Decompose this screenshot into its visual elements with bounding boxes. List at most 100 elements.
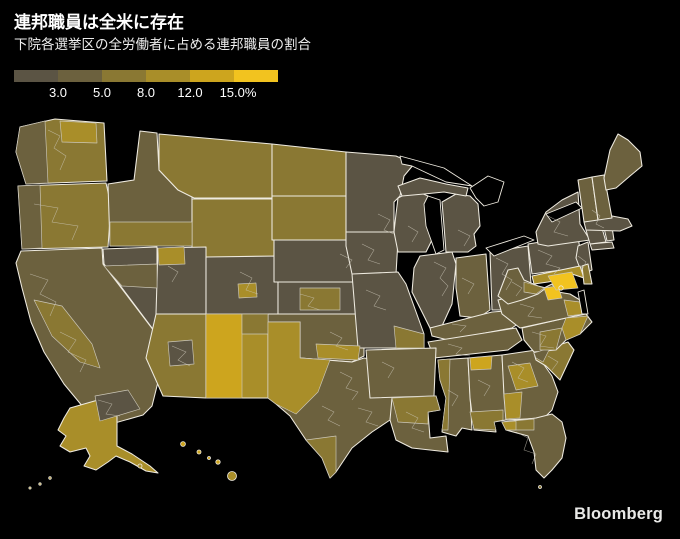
district-boundary-line (239, 271, 259, 295)
district-OR-coast (17, 184, 43, 250)
district-boundary-line (515, 431, 537, 465)
district-AZ-phoenix (167, 339, 195, 367)
district-NC-east (561, 315, 589, 341)
district-SD (271, 195, 347, 241)
chart-title: 連邦職員は全米に存在 (14, 13, 184, 32)
district-boundary-line (361, 243, 381, 265)
color-scale-bar (14, 69, 278, 82)
legend-segment-4 (146, 69, 190, 82)
district-boundary-line (495, 257, 513, 291)
district-HI-oahu (196, 449, 202, 455)
district-TX-south (305, 435, 337, 479)
district-WA-peninsula (59, 120, 98, 144)
district-boundary-line (405, 411, 425, 433)
chart-subtitle: 下院各選挙区の全労働者に占める連邦職員の割合 (14, 37, 311, 53)
chart-header: 連邦職員は全米に存在 下院各選挙区の全労働者に占める連邦職員の割合 3.0 5.… (14, 12, 311, 101)
legend-tick-12: 12.0 (177, 84, 203, 100)
district-MT (158, 133, 273, 199)
district-AK-aleutian-1 (48, 476, 52, 480)
lake-1 (399, 155, 473, 187)
legend-segment-3 (102, 69, 146, 82)
district-boundary-line (47, 129, 67, 171)
district-boundary-line (29, 273, 57, 317)
district-boundary-line (433, 261, 449, 297)
district-boundary-line (447, 343, 471, 357)
legend-segment-2 (58, 69, 102, 82)
lake-2 (423, 195, 445, 255)
district-AR (365, 347, 437, 399)
district-boundary-line (381, 361, 395, 379)
district-UT-north (157, 246, 186, 266)
legend-tick-5: 5.0 (92, 84, 112, 100)
legend-tick-3: 3.0 (48, 84, 68, 100)
district-boundary-line (451, 323, 467, 333)
district-boundary-line (299, 293, 321, 311)
district-HI-molokai (207, 456, 211, 460)
district-boundary-line (357, 407, 379, 427)
district-boundary-line (547, 215, 569, 237)
district-boundary-line (447, 389, 459, 407)
district-boundary-line (591, 209, 605, 229)
district-AK-kodiak (137, 463, 143, 469)
district-boundary-line (171, 345, 191, 367)
district-IL (411, 251, 457, 329)
district-MD-capital (547, 271, 579, 291)
lake-6 (577, 289, 589, 315)
district-NM-ne (241, 313, 269, 335)
legend-segment-5 (190, 69, 234, 82)
district-NH (591, 174, 613, 221)
district-WV-east (523, 281, 545, 295)
legend-segment-6 (234, 69, 278, 82)
district-GA-sw (503, 391, 523, 420)
district-boundary-line (511, 361, 529, 383)
district-GA-central (507, 362, 539, 391)
district-MS-west (437, 358, 451, 431)
district-boundary-line (461, 277, 475, 295)
district-boundary-line (339, 371, 359, 401)
district-boundary-line (339, 253, 353, 269)
legend-tick-labels: 3.0 5.0 8.0 12.0 15.0% (14, 85, 278, 101)
district-boundary-line (547, 355, 559, 371)
district-ID-south (109, 221, 193, 247)
district-LA-central (391, 395, 441, 425)
district-NC-central (539, 327, 563, 351)
color-scale-legend: 3.0 5.0 8.0 12.0 15.0% (14, 69, 278, 101)
district-WA-west (15, 120, 49, 185)
district-HI-maui (215, 459, 221, 465)
district-boundary-line (97, 399, 121, 417)
district-WV (497, 267, 547, 305)
district-boundary-line (537, 249, 561, 275)
district-boundary-line (577, 255, 587, 271)
district-boundary-line (457, 229, 471, 247)
district-MI-UP (397, 177, 469, 197)
district-boundary-line (519, 303, 543, 319)
district-TX-west (267, 321, 331, 415)
district-AK-aleutian-2 (38, 482, 42, 486)
district-FL-keys (538, 485, 542, 489)
district-MO-se (393, 325, 425, 349)
district-NM-west (205, 313, 243, 399)
district-AK (57, 399, 159, 474)
district-ND (271, 143, 347, 197)
district-DE (581, 263, 593, 285)
district-boundary-line (407, 225, 419, 243)
district-CA-central (33, 299, 101, 369)
district-boundary-line (329, 331, 349, 351)
district-boundary-line (321, 405, 341, 427)
legend-tick-8: 8.0 (136, 84, 156, 100)
district-boundary-line (477, 379, 491, 397)
lake-4 (485, 235, 535, 257)
legend-tick-15: 15.0% (219, 84, 257, 100)
district-AK-aleutian-3 (28, 486, 32, 490)
lake-5 (545, 201, 583, 223)
district-MI (441, 193, 481, 253)
district-KS-central (299, 287, 341, 311)
district-boundary-line (531, 331, 555, 349)
district-boundary-line (59, 331, 87, 373)
district-boundary-line (377, 213, 395, 235)
district-OK-south (315, 343, 361, 361)
district-boundary-line (511, 281, 523, 297)
district-AL-south (469, 409, 504, 431)
